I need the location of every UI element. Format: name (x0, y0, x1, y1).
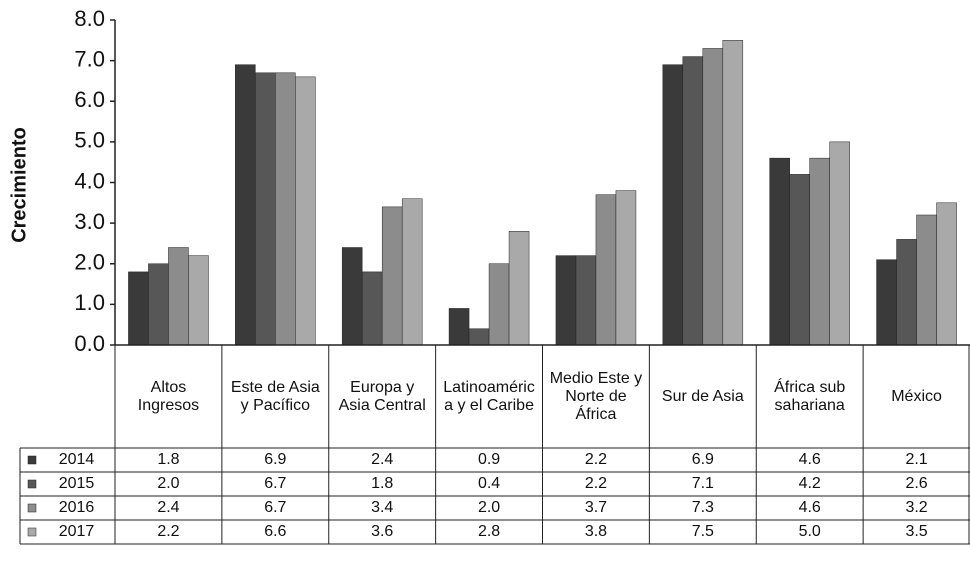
bar (235, 64, 256, 346)
bar (255, 72, 276, 346)
bar (916, 214, 937, 346)
y-tick-label: 5.0 (74, 128, 105, 153)
y-tick-label: 8.0 (74, 6, 105, 31)
legend-marker (27, 479, 37, 489)
legend-label: 2015 (58, 475, 95, 492)
table-value: 6.9 (264, 451, 287, 468)
category-label: África sub sahariana (774, 378, 846, 414)
table-value: 2.1 (905, 451, 928, 468)
y-tick-label: 4.0 (74, 168, 105, 193)
bar (508, 231, 530, 346)
table-value: 6.7 (264, 499, 287, 516)
category-label: Latinoamérica y el Caribe (443, 378, 535, 414)
y-tick-label: 1.0 (74, 290, 105, 315)
legend-label: 2014 (58, 451, 95, 468)
y-axis-title: Crecimiento (8, 127, 30, 243)
y-tick-label: 7.0 (74, 46, 105, 71)
table-value: 7.3 (691, 499, 714, 516)
table-value: 2.2 (584, 451, 608, 468)
category-label: Europa y Asia Central (338, 378, 426, 414)
y-tick-label: 2.0 (74, 250, 105, 275)
table-value: 3.4 (371, 499, 394, 516)
table-value: 6.9 (691, 451, 714, 468)
bar (381, 206, 403, 346)
bar (662, 64, 684, 346)
legend-marker (27, 527, 37, 537)
legend-label: 2016 (58, 499, 95, 516)
table-value: 2.2 (584, 475, 608, 492)
bar (829, 141, 850, 346)
table-value: 2.6 (905, 475, 928, 492)
category-label: México (891, 387, 942, 405)
bar (128, 271, 149, 346)
bar (295, 76, 316, 346)
table-value: 3.2 (905, 499, 928, 516)
y-tick-label: 0.0 (74, 331, 105, 356)
legend-marker (27, 503, 37, 513)
bar (876, 259, 897, 346)
table-value: 2.8 (477, 523, 501, 540)
table-value: 3.5 (905, 523, 928, 540)
y-tick-label: 3.0 (74, 209, 105, 234)
table-value: 1.8 (371, 475, 394, 492)
bar (575, 255, 597, 346)
bar (188, 255, 209, 346)
table-value: 3.7 (584, 499, 608, 516)
table-value: 2.0 (157, 475, 180, 492)
bar (275, 72, 296, 346)
bar (361, 271, 383, 346)
bar (722, 40, 744, 346)
table-value: 4.2 (798, 475, 821, 492)
bar (896, 239, 917, 346)
table-value: 5.0 (798, 523, 821, 540)
table-value: 0.4 (477, 475, 501, 492)
bar (488, 263, 510, 346)
table-value: 3.6 (371, 523, 394, 540)
bar (936, 202, 957, 346)
category-label: Altos Ingresos (137, 378, 200, 414)
table-value: 4.6 (798, 451, 821, 468)
table-value: 2.4 (371, 451, 394, 468)
table-value: 3.8 (584, 523, 608, 540)
table-value: 6.7 (264, 475, 287, 492)
bar (555, 255, 577, 346)
table-value: 7.1 (691, 475, 714, 492)
category-label: Sur de Asia (661, 387, 744, 405)
bar (809, 157, 830, 346)
bar (448, 308, 470, 346)
legend-label: 2017 (58, 523, 95, 540)
bar (789, 174, 810, 346)
table-value: 2.4 (157, 499, 180, 516)
bar (615, 190, 637, 346)
y-tick-label: 6.0 (74, 87, 105, 112)
table-value: 6.6 (264, 523, 287, 540)
category-label: Este de Asia y Pacífico (230, 378, 320, 414)
category-label: Medio Este y Norte de África (549, 369, 643, 423)
bar (148, 263, 169, 346)
table-value: 2.0 (477, 499, 501, 516)
table-value: 0.9 (477, 451, 501, 468)
bar (168, 247, 189, 346)
table-value: 7.5 (691, 523, 714, 540)
bar (682, 56, 704, 346)
bar (702, 48, 724, 346)
bar (341, 247, 363, 346)
bar (401, 198, 423, 346)
table-value: 4.6 (798, 499, 821, 516)
bar (769, 157, 790, 346)
bar (595, 194, 617, 346)
legend-marker (27, 455, 37, 465)
table-value: 2.2 (157, 523, 180, 540)
bar (468, 328, 490, 346)
table-value: 1.8 (157, 451, 180, 468)
